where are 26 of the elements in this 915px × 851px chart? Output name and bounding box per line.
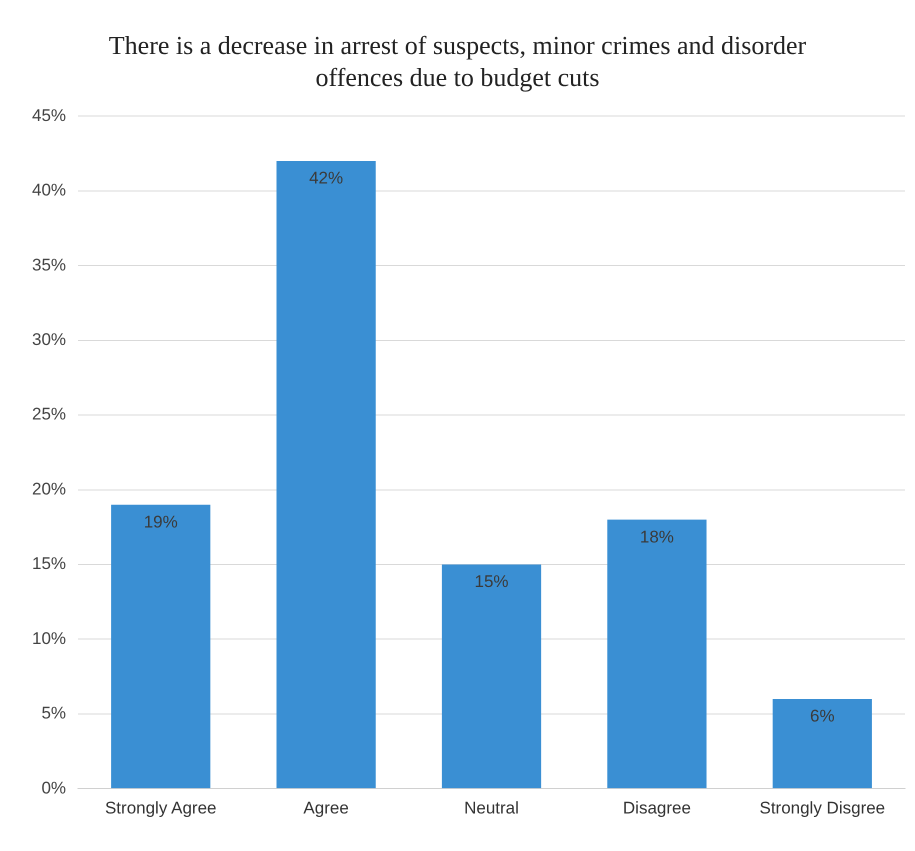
x-tick-label: Strongly Agree	[104, 798, 216, 818]
y-tick-label: 45%	[32, 106, 66, 125]
x-tick-label: Neutral	[464, 798, 519, 818]
x-tick-label: Disagree	[622, 798, 691, 818]
y-tick-label: 5%	[41, 704, 66, 723]
y-tick-label: 15%	[32, 554, 66, 574]
bar	[276, 161, 376, 788]
y-tick-label: 20%	[32, 479, 66, 498]
data-label: 15%	[474, 572, 509, 592]
y-tick-label: 25%	[32, 404, 66, 424]
data-label: 19%	[144, 512, 178, 532]
bar	[607, 520, 707, 788]
bar	[772, 698, 872, 788]
data-label: 6%	[810, 706, 835, 726]
y-tick-label: 10%	[32, 628, 66, 648]
y-tick-label: 35%	[32, 255, 66, 274]
bar	[111, 504, 210, 788]
y-tick-label: 30%	[32, 330, 66, 350]
bar	[442, 564, 542, 788]
x-tick-label: Agree	[303, 798, 349, 818]
chart-title: There is a decrease in arrest of suspects, minor crimes and disorder offences due to budget cuts	[108, 30, 808, 94]
data-label: 18%	[640, 527, 674, 546]
y-tick-label: 40%	[32, 180, 66, 200]
y-tick-label: 0%	[41, 778, 66, 798]
data-label: 42%	[309, 168, 344, 188]
x-tick-label: Strongly Disgree	[759, 798, 886, 818]
